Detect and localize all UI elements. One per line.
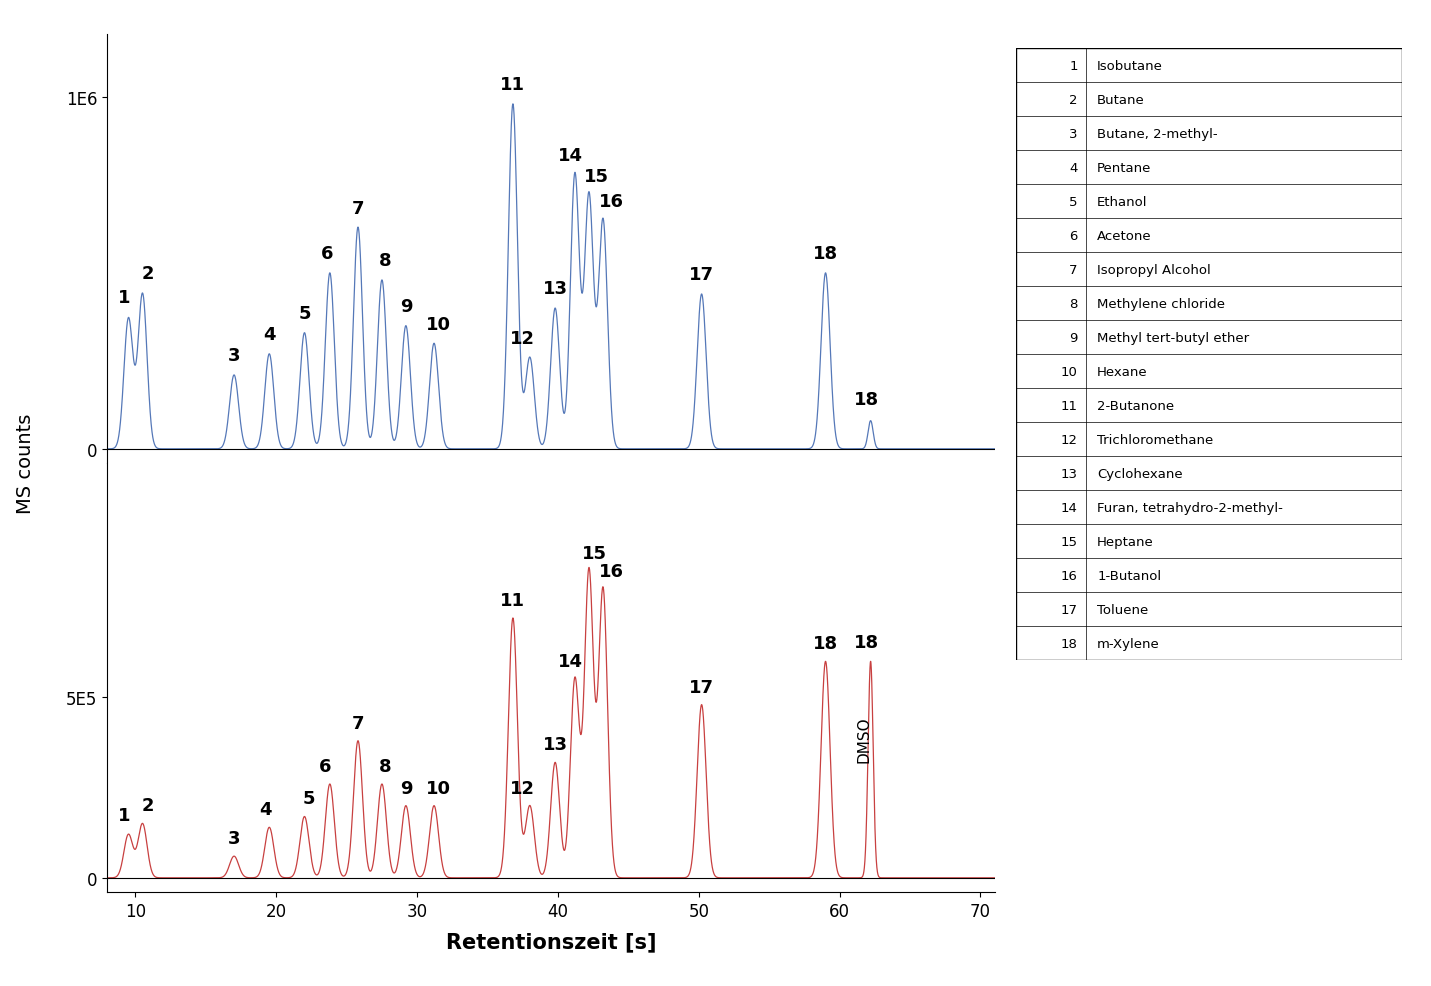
Text: 10: 10: [426, 779, 451, 797]
Text: m-Xylene: m-Xylene: [1098, 637, 1161, 650]
Text: 5: 5: [298, 305, 311, 322]
Text: 8: 8: [1069, 298, 1078, 311]
Text: 9: 9: [399, 298, 412, 316]
Text: 1: 1: [117, 289, 130, 307]
Text: 18: 18: [1060, 637, 1078, 650]
Text: 15: 15: [1060, 535, 1078, 548]
Text: 13: 13: [542, 280, 568, 298]
Text: 17: 17: [1060, 603, 1078, 616]
Text: 10: 10: [1060, 366, 1078, 379]
Text: Isopropyl Alcohol: Isopropyl Alcohol: [1098, 263, 1211, 276]
Text: 16: 16: [600, 563, 624, 581]
Text: 5: 5: [1069, 195, 1078, 209]
Text: 14: 14: [1060, 501, 1078, 515]
Text: 10: 10: [426, 316, 451, 333]
Text: 18: 18: [813, 635, 839, 653]
Text: 18: 18: [813, 246, 839, 263]
Text: 12: 12: [1060, 434, 1078, 447]
Text: 18: 18: [854, 634, 879, 652]
Text: 11: 11: [501, 592, 525, 609]
Text: 1-Butanol: 1-Butanol: [1098, 569, 1162, 582]
Text: 4: 4: [1069, 162, 1078, 175]
Text: Butane, 2-methyl-: Butane, 2-methyl-: [1098, 128, 1218, 141]
Text: 6: 6: [321, 246, 333, 263]
Text: 2-Butanone: 2-Butanone: [1098, 399, 1175, 412]
Text: 7: 7: [352, 714, 365, 732]
Text: 11: 11: [501, 76, 525, 95]
Text: Pentane: Pentane: [1098, 162, 1152, 175]
Text: 18: 18: [854, 390, 879, 409]
Text: Furan, tetrahydro-2-methyl-: Furan, tetrahydro-2-methyl-: [1098, 501, 1284, 515]
Text: 13: 13: [542, 736, 568, 753]
Text: 7: 7: [1069, 263, 1078, 276]
Text: 5: 5: [302, 790, 315, 808]
Text: 2: 2: [1069, 94, 1078, 106]
Text: 12: 12: [511, 779, 535, 797]
Text: 3: 3: [1069, 128, 1078, 141]
Text: Methylene chloride: Methylene chloride: [1098, 298, 1225, 311]
Text: 14: 14: [558, 147, 584, 165]
Text: 8: 8: [378, 252, 391, 270]
Text: 8: 8: [378, 757, 391, 775]
Text: 16: 16: [1060, 569, 1078, 582]
Text: 17: 17: [690, 678, 714, 696]
Text: 2: 2: [142, 796, 155, 813]
X-axis label: Retentionszeit [s]: Retentionszeit [s]: [445, 931, 657, 951]
Text: Trichloromethane: Trichloromethane: [1098, 434, 1213, 447]
Text: 3: 3: [228, 347, 240, 365]
Text: 6: 6: [319, 757, 332, 775]
Text: 4: 4: [259, 801, 272, 818]
Text: 15: 15: [584, 168, 608, 185]
Text: 1: 1: [1069, 60, 1078, 73]
Text: Isobutane: Isobutane: [1098, 60, 1163, 73]
Text: Methyl tert-butyl ether: Methyl tert-butyl ether: [1098, 331, 1249, 344]
Text: 7: 7: [352, 199, 365, 217]
Text: 2: 2: [142, 264, 155, 282]
Text: 9: 9: [399, 779, 412, 797]
Text: 9: 9: [1069, 331, 1078, 344]
Text: MS counts: MS counts: [16, 413, 36, 514]
Text: 17: 17: [690, 266, 714, 284]
Text: 6: 6: [1069, 230, 1078, 243]
Text: 13: 13: [1060, 467, 1078, 480]
Text: DMSO: DMSO: [856, 716, 871, 762]
Text: 4: 4: [263, 326, 276, 344]
Text: Heptane: Heptane: [1098, 535, 1153, 548]
Text: 12: 12: [511, 329, 535, 347]
Text: 15: 15: [582, 544, 607, 563]
Text: Ethanol: Ethanol: [1098, 195, 1148, 209]
Text: Butane: Butane: [1098, 94, 1145, 106]
Text: 11: 11: [1060, 399, 1078, 412]
Text: Cyclohexane: Cyclohexane: [1098, 467, 1183, 480]
Text: 14: 14: [558, 653, 584, 670]
Text: Toluene: Toluene: [1098, 603, 1149, 616]
Text: 3: 3: [228, 829, 240, 847]
Text: 16: 16: [600, 192, 624, 210]
Text: 1: 1: [117, 807, 130, 824]
Text: Hexane: Hexane: [1098, 366, 1148, 379]
Text: Acetone: Acetone: [1098, 230, 1152, 243]
